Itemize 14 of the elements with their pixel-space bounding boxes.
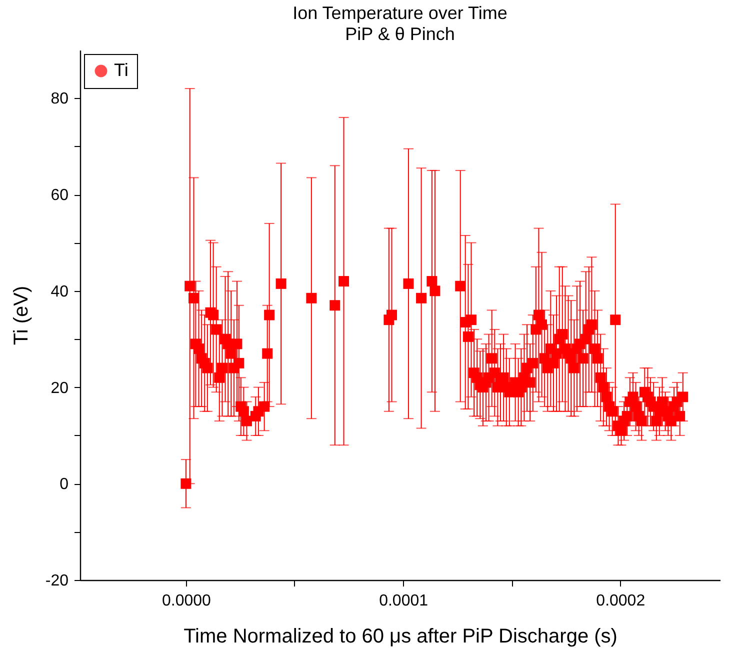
chart-title: Ion Temperature over Time: [292, 3, 508, 23]
y-tick-label: -20: [45, 572, 69, 590]
y-tick-label: 60: [50, 187, 69, 204]
x-axis-title: Time Normalized to 60 μs after PiP Discharge (s): [184, 626, 618, 648]
chart-subtitle: PiP & θ Pinch: [345, 24, 455, 44]
y-tick-label: 40: [50, 283, 69, 300]
legend-label: Ti: [114, 60, 128, 80]
y-tick-label: 0: [60, 476, 69, 494]
y-tick-label: 80: [50, 90, 69, 108]
y-tick-label: 20: [50, 380, 69, 397]
x-tick-label: 0.0000: [162, 592, 212, 610]
x-tick-label: 0.0001: [379, 592, 428, 610]
y-axis-title: Ti (eV): [10, 286, 32, 346]
x-tick-label: 0.0002: [596, 592, 646, 610]
